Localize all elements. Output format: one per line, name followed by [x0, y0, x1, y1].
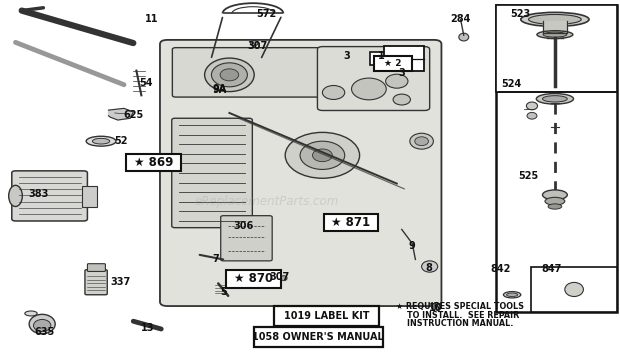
- Text: 307: 307: [247, 41, 267, 51]
- Bar: [324, 214, 378, 231]
- FancyBboxPatch shape: [12, 171, 87, 221]
- Ellipse shape: [537, 31, 573, 38]
- Ellipse shape: [9, 185, 22, 207]
- Bar: [531, 267, 617, 312]
- Bar: [82, 186, 97, 207]
- Ellipse shape: [422, 261, 438, 272]
- Text: 383: 383: [29, 189, 48, 199]
- FancyBboxPatch shape: [85, 270, 107, 295]
- FancyBboxPatch shape: [317, 47, 430, 110]
- FancyBboxPatch shape: [160, 40, 441, 306]
- Ellipse shape: [545, 197, 565, 205]
- Text: 523: 523: [511, 9, 531, 19]
- Text: 847: 847: [542, 264, 562, 274]
- Ellipse shape: [459, 33, 469, 41]
- Text: 9A: 9A: [213, 85, 227, 95]
- Ellipse shape: [528, 14, 582, 24]
- Ellipse shape: [432, 303, 441, 310]
- Text: INSTRUCTION MANUAL.: INSTRUCTION MANUAL.: [407, 319, 513, 328]
- Text: 3: 3: [344, 52, 350, 61]
- Ellipse shape: [536, 94, 574, 104]
- Text: 13: 13: [141, 323, 154, 333]
- Ellipse shape: [300, 141, 345, 169]
- Ellipse shape: [393, 94, 410, 105]
- Ellipse shape: [542, 190, 567, 200]
- Text: 8: 8: [425, 263, 433, 273]
- Text: 10: 10: [428, 303, 442, 313]
- Text: TO INSTALL.  SEE REPAIR: TO INSTALL. SEE REPAIR: [407, 311, 519, 320]
- Text: 307: 307: [269, 272, 289, 282]
- Text: 635: 635: [35, 327, 55, 337]
- Ellipse shape: [285, 132, 360, 178]
- Bar: [370, 52, 389, 65]
- Bar: [496, 5, 617, 312]
- Text: 842: 842: [491, 264, 511, 274]
- Ellipse shape: [410, 133, 433, 149]
- Ellipse shape: [521, 12, 589, 26]
- FancyBboxPatch shape: [221, 216, 272, 261]
- Text: 524: 524: [501, 79, 521, 89]
- Ellipse shape: [507, 293, 518, 297]
- Bar: [374, 56, 412, 71]
- Bar: [274, 306, 379, 326]
- Text: 284: 284: [450, 14, 470, 24]
- Ellipse shape: [503, 292, 521, 298]
- Text: 5: 5: [220, 287, 226, 297]
- Ellipse shape: [543, 32, 567, 37]
- Text: 525: 525: [518, 171, 538, 181]
- Ellipse shape: [29, 314, 55, 334]
- Text: 1058 OWNER'S MANUAL: 1058 OWNER'S MANUAL: [252, 332, 384, 342]
- Text: 306: 306: [233, 221, 253, 231]
- Text: ★ 2: ★ 2: [384, 59, 402, 68]
- Ellipse shape: [542, 96, 567, 102]
- Ellipse shape: [211, 63, 247, 87]
- Text: 625: 625: [123, 110, 143, 120]
- Ellipse shape: [281, 276, 287, 281]
- Ellipse shape: [322, 85, 345, 100]
- Text: 9: 9: [409, 241, 415, 251]
- Ellipse shape: [250, 40, 258, 46]
- Text: 3: 3: [399, 68, 405, 78]
- Ellipse shape: [386, 74, 408, 88]
- Text: ★ 870: ★ 870: [234, 273, 273, 285]
- Bar: [126, 154, 181, 171]
- Text: 1: 1: [378, 52, 384, 61]
- Text: 9A: 9A: [213, 84, 227, 94]
- Ellipse shape: [25, 311, 37, 316]
- Bar: [496, 5, 617, 92]
- FancyBboxPatch shape: [172, 48, 352, 97]
- Bar: [254, 327, 383, 347]
- Text: 54: 54: [139, 78, 153, 88]
- Text: 7: 7: [213, 254, 219, 264]
- Ellipse shape: [220, 69, 239, 81]
- Ellipse shape: [33, 319, 51, 331]
- Ellipse shape: [92, 138, 110, 144]
- Ellipse shape: [526, 102, 538, 110]
- Text: ★ REQUIRES SPECIAL TOOLS: ★ REQUIRES SPECIAL TOOLS: [396, 301, 523, 311]
- Text: ★ 871: ★ 871: [331, 216, 371, 229]
- Ellipse shape: [205, 58, 254, 91]
- Ellipse shape: [86, 136, 116, 146]
- Text: 11: 11: [145, 14, 159, 24]
- Text: 52: 52: [114, 136, 128, 146]
- FancyBboxPatch shape: [172, 118, 252, 228]
- Text: 572: 572: [257, 9, 277, 19]
- Ellipse shape: [415, 137, 428, 145]
- Ellipse shape: [548, 204, 562, 209]
- Text: 1019 LABEL KIT: 1019 LABEL KIT: [284, 311, 370, 321]
- Polygon shape: [108, 108, 133, 120]
- FancyBboxPatch shape: [87, 264, 105, 271]
- Bar: [226, 270, 281, 288]
- Text: ★ 869: ★ 869: [134, 156, 174, 169]
- Bar: [384, 46, 424, 71]
- Ellipse shape: [527, 112, 537, 119]
- Text: eReplacementParts.com: eReplacementParts.com: [195, 195, 339, 208]
- Ellipse shape: [312, 149, 332, 162]
- Text: 337: 337: [111, 277, 131, 287]
- Ellipse shape: [565, 282, 583, 297]
- Ellipse shape: [352, 78, 386, 100]
